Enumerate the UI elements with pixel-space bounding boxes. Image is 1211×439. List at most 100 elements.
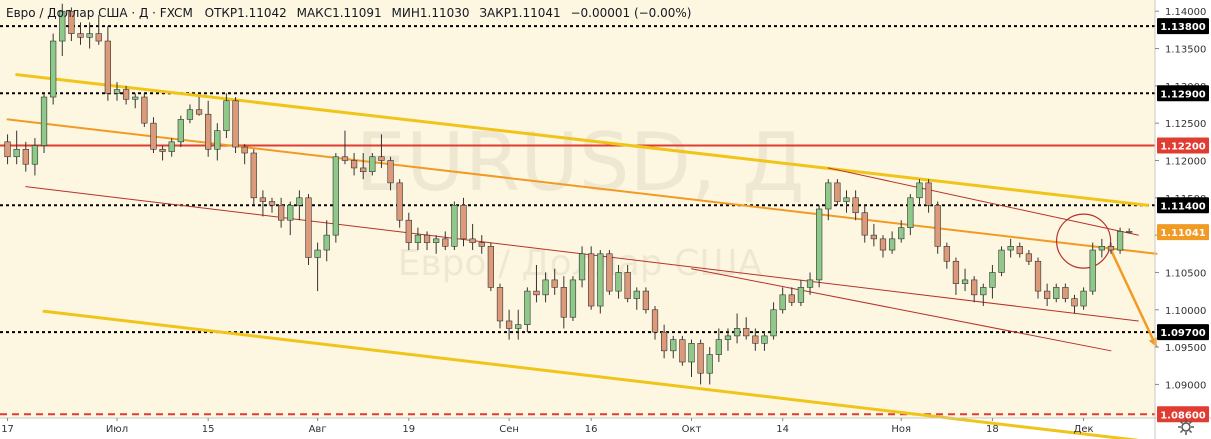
candle-body bbox=[150, 122, 157, 150]
candle-body bbox=[305, 197, 312, 258]
candle bbox=[405, 212, 412, 251]
watermark-symbol: EURUSD, Д bbox=[356, 116, 805, 209]
candle bbox=[68, 7, 75, 42]
candle-body bbox=[451, 204, 458, 247]
candle-body bbox=[806, 279, 814, 288]
candle-body bbox=[423, 234, 431, 243]
candle-body bbox=[1016, 246, 1023, 255]
candle-body bbox=[907, 197, 914, 228]
candle bbox=[961, 268, 969, 292]
candle bbox=[733, 313, 741, 344]
candle-body bbox=[369, 156, 376, 172]
candle-body bbox=[414, 234, 422, 243]
candle bbox=[898, 220, 905, 243]
candle bbox=[113, 82, 121, 101]
candle bbox=[633, 287, 640, 310]
candle bbox=[916, 179, 923, 206]
candle bbox=[925, 179, 932, 213]
candle bbox=[451, 201, 458, 251]
candle-body bbox=[314, 249, 321, 258]
candle-body bbox=[350, 160, 358, 169]
candle bbox=[843, 190, 850, 213]
candle bbox=[433, 235, 440, 254]
candle-body bbox=[852, 197, 859, 214]
time-tick-label: Ноя bbox=[891, 424, 911, 435]
candle bbox=[478, 235, 485, 254]
candle-body bbox=[1098, 246, 1105, 251]
price-tick-label: 1.12500 bbox=[1165, 119, 1206, 130]
candle-body bbox=[323, 234, 330, 251]
level-label: 1.08600 bbox=[1160, 410, 1206, 421]
candle-body bbox=[460, 204, 467, 240]
time-tick-label: 18 bbox=[986, 424, 999, 435]
price-tick-label: 1.12000 bbox=[1165, 156, 1206, 167]
candle-body bbox=[360, 167, 367, 172]
candle bbox=[396, 179, 403, 228]
lower-yellow-channel bbox=[42, 309, 1139, 439]
candle bbox=[1025, 250, 1033, 265]
candle bbox=[40, 93, 48, 154]
candle bbox=[606, 250, 613, 295]
candle bbox=[442, 231, 449, 251]
candle-body bbox=[40, 96, 48, 146]
candle-body bbox=[670, 339, 677, 352]
candle bbox=[423, 231, 431, 251]
candle bbox=[168, 138, 175, 157]
candle bbox=[150, 117, 157, 154]
candle bbox=[743, 317, 750, 340]
candle bbox=[551, 268, 558, 295]
candle bbox=[943, 242, 950, 269]
candle-body bbox=[232, 100, 239, 148]
candle bbox=[86, 22, 93, 49]
candle bbox=[724, 328, 732, 351]
candle bbox=[259, 190, 267, 217]
candle bbox=[615, 264, 622, 299]
candle bbox=[223, 93, 230, 139]
candle-body bbox=[633, 290, 640, 299]
candle bbox=[624, 264, 631, 303]
price-tick-label: 1.13500 bbox=[1165, 45, 1206, 56]
time-tick-label: Июл bbox=[106, 424, 128, 435]
candle bbox=[1107, 242, 1115, 254]
candle bbox=[1116, 227, 1124, 254]
candle-body bbox=[679, 339, 686, 363]
candle bbox=[387, 156, 394, 191]
candle bbox=[715, 328, 722, 363]
candle bbox=[706, 347, 713, 385]
candle-body bbox=[642, 290, 650, 311]
candle bbox=[332, 153, 339, 243]
candle bbox=[360, 153, 367, 180]
candle-body bbox=[752, 335, 759, 344]
candle-body bbox=[515, 324, 522, 329]
candle bbox=[1062, 283, 1069, 303]
candle-body bbox=[615, 272, 622, 292]
candle-body bbox=[788, 294, 795, 303]
candle bbox=[50, 33, 57, 105]
candle-body bbox=[1080, 290, 1087, 307]
candle bbox=[797, 279, 805, 307]
candle-body bbox=[597, 253, 604, 307]
candle bbox=[350, 153, 358, 176]
candle-body bbox=[651, 309, 659, 333]
price-tick-label: 1.09000 bbox=[1165, 380, 1206, 391]
candle bbox=[186, 104, 194, 124]
candle bbox=[1044, 283, 1051, 307]
candle bbox=[378, 134, 385, 168]
candle bbox=[214, 123, 221, 161]
candle-body bbox=[186, 109, 194, 120]
gear-icon[interactable] bbox=[1176, 418, 1196, 436]
time-tick-label: 14 bbox=[776, 424, 789, 435]
candle-body bbox=[433, 238, 440, 243]
symbol-title[interactable]: Евро / Доллар США · Д · FXCM bbox=[6, 6, 193, 20]
price-tick-label: 1.10500 bbox=[1165, 268, 1206, 279]
candle-body bbox=[496, 287, 504, 322]
candle-body bbox=[4, 141, 11, 158]
candle bbox=[1089, 242, 1096, 295]
candle-body bbox=[542, 279, 549, 296]
candle bbox=[670, 335, 677, 359]
candle bbox=[268, 197, 276, 213]
level-label: 1.11041 bbox=[1160, 228, 1206, 239]
candle bbox=[287, 201, 294, 236]
candle-body bbox=[588, 253, 595, 307]
